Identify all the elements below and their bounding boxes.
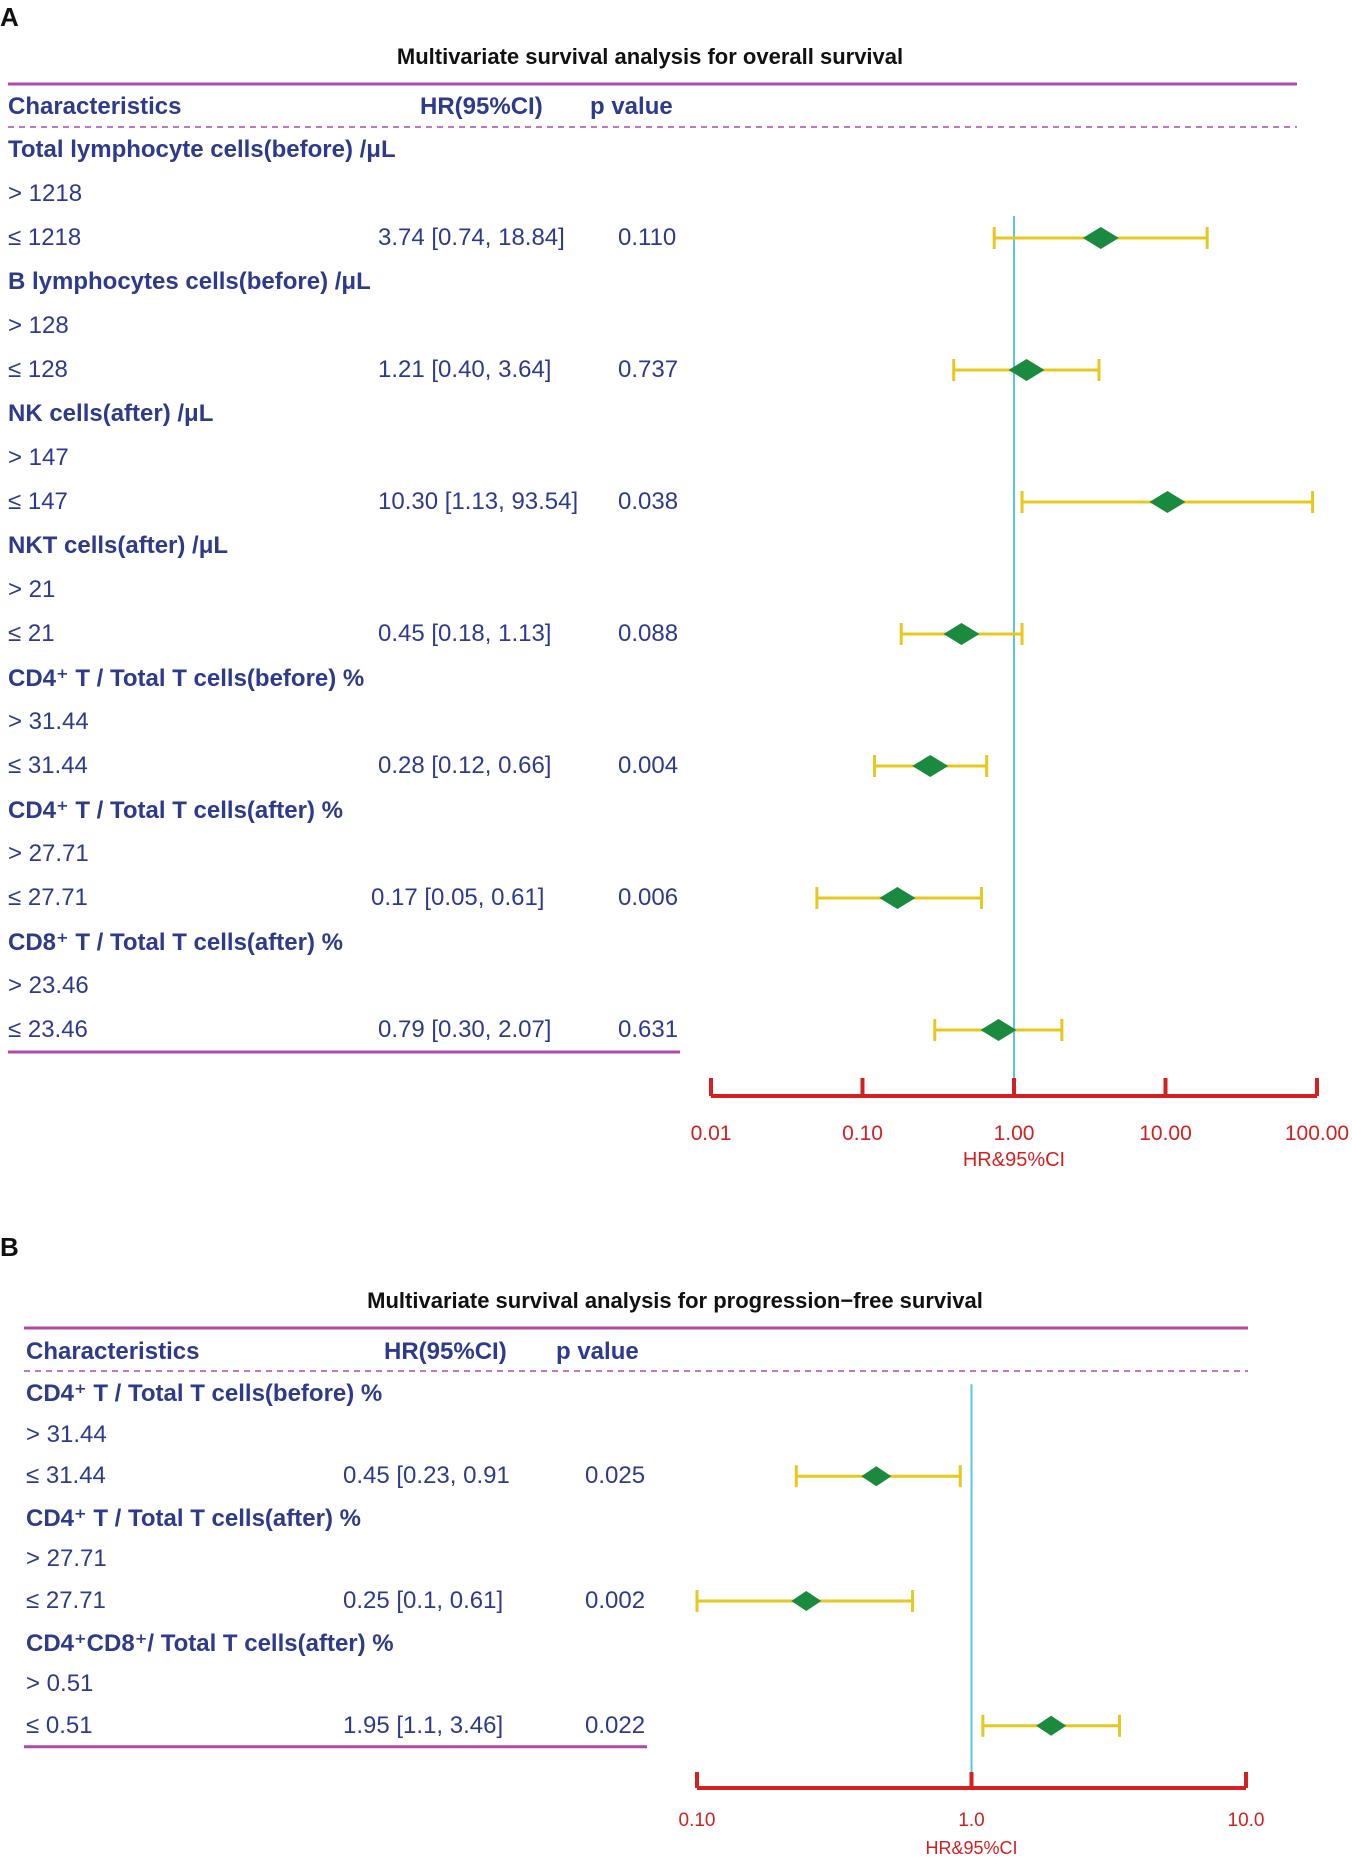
- hr-point-diamond: [980, 1019, 1017, 1041]
- x-tick-label: 10.00: [1139, 1122, 1192, 1145]
- comparison-level-label: ≤ 31.44: [8, 752, 88, 779]
- x-tick-label: 1.00: [994, 1122, 1035, 1145]
- panel-label-b: B: [0, 1232, 19, 1262]
- hr-ci-text: 1.21 [0.40, 3.64]: [378, 356, 552, 383]
- hr-point-diamond: [1082, 227, 1119, 249]
- p-value-text: 0.110: [618, 224, 677, 251]
- reference-level-label: > 21: [8, 576, 56, 603]
- panel-a: A Multivariate survival analysis for ove…: [0, 2, 1349, 1171]
- x-tick-label: 1.0: [958, 1810, 984, 1831]
- forest-plot-b: 0.10 1.0 10.0 HR&95%CI: [24, 1326, 1265, 1858]
- chart-title-b: Multivariate survival analysis for progr…: [367, 1288, 983, 1313]
- group-label: CD4⁺CD8⁺/ Total T cells(after) %: [26, 1629, 394, 1657]
- header-hr-a: HR(95%CI): [420, 93, 543, 120]
- reference-level-label: > 0.51: [26, 1670, 94, 1698]
- p-value-text: 0.737: [618, 356, 679, 383]
- comparison-level-label: ≤ 21: [8, 620, 55, 647]
- x-tick-label: 10.0: [1228, 1810, 1265, 1831]
- hr-point-diamond: [879, 887, 916, 909]
- comparison-level-label: ≤ 147: [8, 488, 68, 515]
- hr-point-diamond: [1008, 359, 1045, 381]
- hr-ci-text: 0.25 [0.1, 0.61]: [343, 1587, 504, 1614]
- chart-title-a: Multivariate survival analysis for overa…: [396, 44, 904, 69]
- reference-level-label: > 27.71: [26, 1545, 107, 1573]
- p-value-text: 0.006: [618, 884, 679, 911]
- p-value-text: 0.088: [618, 620, 679, 647]
- header-pvalue-a: p value: [590, 93, 673, 120]
- hr-point-diamond: [1149, 491, 1186, 513]
- group-label: CD4⁺ T / Total T cells(after) %: [26, 1504, 361, 1532]
- hr-ci-text: 3.74 [0.74, 18.84]: [378, 224, 565, 251]
- hr-point-diamond: [912, 755, 949, 777]
- x-tick-label: 100.00: [1285, 1122, 1349, 1145]
- group-label: NKT cells(after) /μL: [8, 532, 229, 559]
- p-value-text: 0.002: [585, 1587, 646, 1614]
- hr-point-diamond: [943, 623, 980, 645]
- comparison-level-label: ≤ 27.71: [8, 884, 88, 911]
- p-value-text: 0.025: [585, 1462, 646, 1490]
- hr-ci-text: 0.45 [0.23, 0.91: [343, 1462, 510, 1490]
- hr-ci-text: 0.45 [0.18, 1.13]: [378, 620, 552, 647]
- reference-level-label: > 31.44: [8, 708, 89, 735]
- x-tick-label: 0.01: [691, 1122, 732, 1145]
- group-label: CD4⁺ T / Total T cells(after) %: [8, 797, 343, 824]
- p-value-text: 0.004: [618, 752, 679, 779]
- group-label: CD4⁺ T / Total T cells(before) %: [8, 665, 365, 692]
- hr-point-diamond: [1036, 1715, 1067, 1736]
- comparison-level-label: ≤ 31.44: [26, 1462, 106, 1490]
- group-label: CD8⁺ T / Total T cells(after) %: [8, 929, 343, 956]
- reference-level-label: > 27.71: [8, 840, 89, 867]
- group-label: NK cells(after) /μL: [8, 400, 214, 427]
- header-characteristics-b: Characteristics: [26, 1338, 200, 1365]
- p-value-text: 0.631: [618, 1016, 679, 1043]
- p-value-text: 0.022: [585, 1711, 646, 1739]
- comparison-level-label: ≤ 128: [8, 356, 68, 383]
- group-label: Total lymphocyte cells(before) /μL: [8, 136, 396, 163]
- comparison-level-label: ≤ 23.46: [8, 1016, 88, 1043]
- forest-plot-a: 0.01 0.10 1.00 10.00 100.00 HR&95%CI: [8, 82, 1349, 1171]
- hr-ci-text: 0.79 [0.30, 2.07]: [378, 1016, 552, 1043]
- hr-ci-text: 1.95 [1.1, 3.46]: [343, 1711, 504, 1739]
- group-label: B lymphocytes cells(before) /μL: [8, 268, 371, 295]
- reference-level-label: > 23.46: [8, 972, 89, 999]
- group-label: CD4⁺ T / Total T cells(before) %: [26, 1380, 383, 1407]
- hr-ci-text: 0.17 [0.05, 0.61]: [371, 884, 545, 911]
- reference-level-label: > 147: [8, 444, 69, 471]
- header-pvalue-b: p value: [556, 1338, 639, 1365]
- reference-level-label: > 128: [8, 312, 69, 339]
- hr-point-diamond: [861, 1466, 892, 1487]
- comparison-level-label: ≤ 27.71: [26, 1587, 106, 1614]
- comparison-level-label: ≤ 0.51: [26, 1711, 93, 1739]
- comparison-level-label: ≤ 1218: [8, 224, 82, 251]
- hr-ci-text: 10.30 [1.13, 93.54]: [378, 488, 579, 515]
- x-axis-label: HR&95%CI: [925, 1838, 1017, 1858]
- x-axis-label: HR&95%CI: [963, 1149, 1065, 1171]
- reference-level-label: > 31.44: [26, 1420, 107, 1448]
- x-tick-label: 0.10: [842, 1122, 883, 1145]
- reference-level-label: > 1218: [8, 180, 83, 207]
- header-hr-b: HR(95%CI): [384, 1338, 507, 1365]
- header-characteristics-a: Characteristics: [8, 93, 182, 120]
- x-tick-label: 0.10: [679, 1810, 716, 1831]
- panel-b: B Multivariate survival analysis for pro…: [0, 1220, 1352, 1868]
- p-value-text: 0.038: [618, 488, 679, 515]
- hr-ci-text: 0.28 [0.12, 0.66]: [378, 752, 552, 779]
- hr-point-diamond: [791, 1591, 822, 1611]
- panel-label-a: A: [0, 2, 19, 32]
